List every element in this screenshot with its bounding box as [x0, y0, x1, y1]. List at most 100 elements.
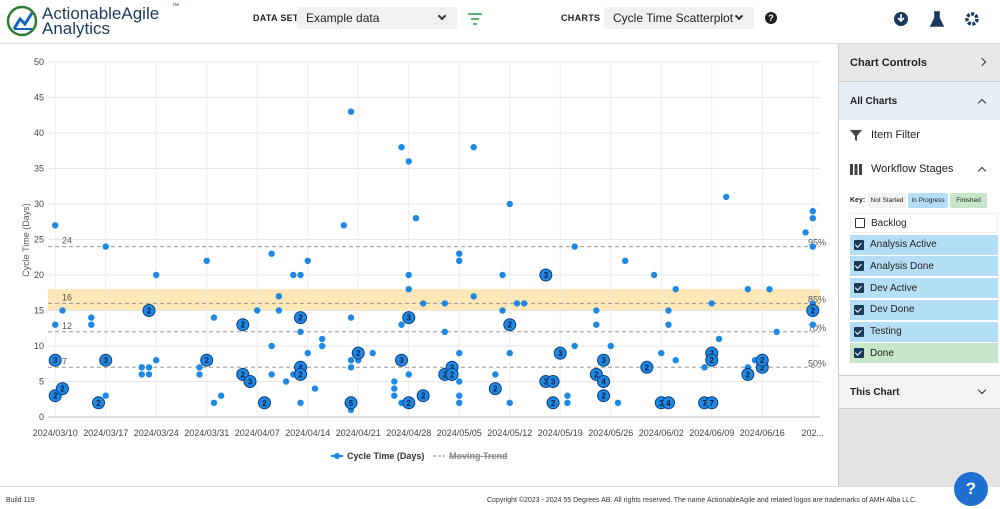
stage-row[interactable]: Done	[850, 343, 998, 364]
point	[506, 349, 513, 357]
point	[196, 371, 203, 378]
x-tick-label: 2024/04/28	[386, 428, 431, 438]
point	[282, 378, 290, 385]
point-group	[294, 367, 308, 381]
controls-header[interactable]: Chart Controls	[839, 44, 1000, 82]
help-button[interactable]: ?	[954, 472, 988, 506]
dataset-label: DATA SET	[253, 13, 299, 23]
point-count: 2	[493, 385, 498, 394]
point-count: 2	[147, 307, 152, 316]
checkbox[interactable]	[854, 261, 864, 272]
point-group	[661, 396, 675, 410]
chart-controls: Chart Controls All Charts Item Filter Wo…	[838, 44, 1000, 486]
point	[275, 307, 283, 314]
x-tick-label: 2024/03/17	[83, 428, 128, 438]
point	[59, 307, 66, 314]
point	[102, 243, 109, 250]
point-count: 4	[666, 399, 671, 408]
stage-row[interactable]: Dev Active	[850, 278, 998, 299]
point	[398, 144, 405, 151]
all-charts: All Charts	[850, 95, 898, 107]
stage-row[interactable]: Dev Done	[850, 299, 998, 320]
point	[138, 364, 145, 371]
checkbox[interactable]	[854, 239, 864, 250]
checkbox[interactable]	[854, 304, 864, 315]
download-button[interactable]	[894, 12, 908, 26]
lab-button[interactable]	[929, 11, 945, 27]
point-group	[402, 396, 416, 410]
point	[304, 349, 311, 357]
point-group	[243, 375, 257, 388]
logo-tm: ™	[172, 3, 179, 10]
point	[138, 371, 145, 378]
point-group	[92, 396, 106, 410]
point	[744, 286, 752, 293]
chart-select[interactable]: Cycle Time Scatterplot	[604, 7, 754, 29]
filter-button[interactable]	[467, 12, 483, 26]
checkbox[interactable]	[855, 218, 865, 228]
item-filter-row[interactable]: Item Filter	[839, 120, 1000, 150]
point	[766, 286, 773, 293]
point-count: 2	[407, 399, 412, 408]
checkbox[interactable]	[854, 326, 864, 337]
point-count: 2	[443, 370, 448, 379]
point	[369, 349, 376, 357]
point-group	[257, 396, 271, 410]
point-count: 2	[746, 370, 751, 379]
point-group	[705, 396, 719, 410]
key-item: Not Started	[868, 193, 906, 208]
point	[809, 243, 816, 250]
workflow-row[interactable]: Workflow Stages	[839, 154, 1000, 184]
point-count: 2	[710, 349, 715, 358]
point	[297, 399, 304, 406]
point	[347, 364, 355, 371]
point	[499, 307, 506, 314]
percentile-label: 50%	[808, 358, 826, 368]
point	[456, 349, 463, 357]
stage-row[interactable]: Analysis Done	[850, 256, 998, 277]
point	[297, 328, 304, 335]
all-charts-header[interactable]: All Charts	[839, 82, 1000, 120]
key-item: In Progress	[908, 193, 948, 208]
y-tick-label: 40	[34, 128, 44, 138]
point	[217, 392, 225, 399]
point	[145, 371, 153, 378]
point-count: 2	[508, 321, 513, 330]
y-tick-label: 0	[39, 412, 44, 422]
point-count: 2	[421, 392, 426, 401]
point	[102, 392, 109, 399]
point-group	[48, 353, 62, 367]
x-tick-label: 2024/05/19	[538, 428, 583, 438]
point	[405, 371, 412, 378]
help-icon[interactable]: ?	[765, 12, 777, 24]
point-count: 3	[450, 363, 455, 372]
percentile-label: 95%	[808, 238, 826, 248]
checkbox[interactable]	[854, 348, 864, 359]
point	[88, 321, 95, 328]
point	[665, 321, 672, 328]
y-tick-label: 25	[34, 235, 44, 245]
stage-row[interactable]: Testing	[850, 321, 998, 342]
x-tick-label: 2024/04/21	[336, 428, 381, 438]
y-tick-label: 30	[34, 199, 44, 209]
this-chart-header[interactable]: This Chart	[839, 375, 1000, 409]
point-group	[546, 396, 560, 410]
point	[773, 328, 780, 335]
controls-title: Chart Controls	[850, 56, 927, 69]
point	[672, 357, 679, 364]
copyright: Copyright ©2023 - 2024 55 Degrees AB. Al…	[487, 497, 917, 504]
point	[203, 257, 210, 264]
checkbox[interactable]	[854, 283, 864, 294]
target-band	[48, 289, 820, 311]
settings-button[interactable]	[965, 12, 979, 26]
point-group	[99, 353, 113, 367]
point-count: 2	[811, 307, 816, 316]
stage-row[interactable]: Backlog	[850, 213, 998, 233]
stage-row[interactable]: Analysis Active	[850, 234, 998, 255]
y-tick-label: 15	[34, 306, 44, 316]
legend-marker	[334, 453, 340, 459]
dataset-select[interactable]: Example data	[297, 7, 457, 29]
point	[571, 243, 578, 250]
point	[809, 215, 816, 222]
